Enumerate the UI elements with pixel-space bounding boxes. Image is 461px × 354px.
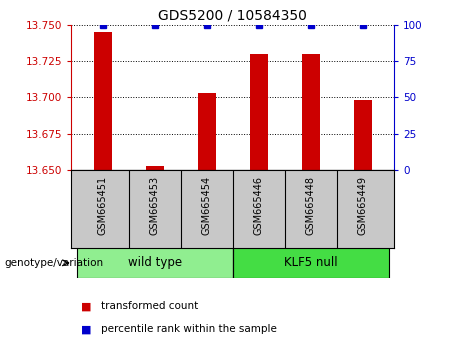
Text: GSM665446: GSM665446: [254, 176, 264, 235]
Text: percentile rank within the sample: percentile rank within the sample: [101, 324, 278, 334]
Text: GSM665451: GSM665451: [98, 176, 108, 235]
Bar: [146, 166, 164, 170]
Text: GSM665453: GSM665453: [150, 176, 160, 235]
Text: wild type: wild type: [128, 256, 182, 269]
Text: GSM665448: GSM665448: [306, 176, 316, 235]
Text: GSM665449: GSM665449: [358, 176, 368, 235]
Bar: [233, 248, 389, 278]
Bar: [354, 100, 372, 170]
Bar: [302, 54, 320, 170]
Text: genotype/variation: genotype/variation: [5, 258, 104, 268]
Text: GSM665454: GSM665454: [202, 176, 212, 235]
Bar: [198, 93, 216, 170]
Text: transformed count: transformed count: [101, 301, 199, 311]
Bar: [94, 32, 112, 170]
Text: KLF5 null: KLF5 null: [284, 256, 338, 269]
Bar: [77, 248, 233, 278]
Bar: [250, 54, 268, 170]
Text: ■: ■: [81, 324, 91, 334]
Text: GDS5200 / 10584350: GDS5200 / 10584350: [159, 9, 307, 23]
Text: ■: ■: [81, 301, 91, 311]
